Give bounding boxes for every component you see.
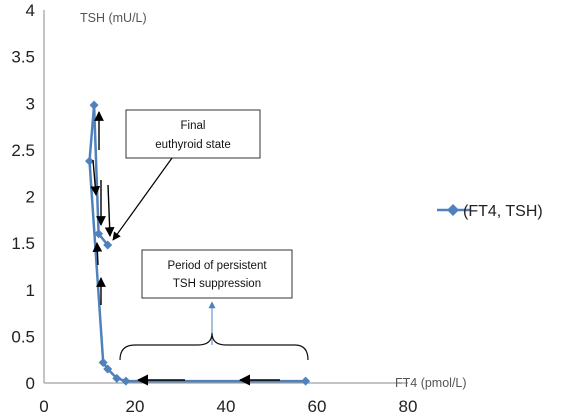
series-layer — [85, 100, 311, 386]
x-tick-label: 20 — [126, 397, 145, 416]
direction-arrow — [90, 159, 101, 196]
legend: (FT4, TSH) — [437, 203, 543, 220]
tick-labels: 00.511.522.533.540 20 40 60 80 — [11, 1, 417, 416]
y-tick-label: 2 — [26, 188, 35, 207]
annotation-tsh-suppression: Period of persistent TSH suppression — [119, 249, 309, 361]
y-axis-title: TSH (mU/L) — [80, 11, 147, 25]
y-tick-label: 1 — [26, 281, 35, 300]
y-tick-label: 3.5 — [11, 48, 35, 67]
y-tick-label: 2.5 — [11, 141, 35, 160]
direction-arrow — [92, 242, 103, 266]
direction-arrow — [104, 184, 115, 237]
legend-marker — [447, 204, 459, 216]
data-point — [89, 100, 99, 110]
annotation-text: Period of persistent — [167, 260, 267, 272]
data-point — [103, 364, 113, 374]
x-tick-label: 40 — [217, 397, 236, 416]
data-point — [94, 229, 104, 239]
y-tick-label: 3 — [26, 94, 35, 113]
data-point — [98, 357, 108, 367]
x-axis-title: FT4 (pmol/L) — [395, 376, 467, 390]
legend-label: (FT4, TSH) — [463, 203, 543, 220]
annotation-text: Final — [181, 120, 206, 132]
data-point — [121, 376, 131, 386]
y-tick-label: 0 — [26, 374, 35, 393]
y-tick-label: 1.5 — [11, 234, 35, 253]
annotation-arrow — [112, 157, 173, 241]
annotation-final-euthyroid: Final euthyroid state — [112, 109, 261, 241]
annotation-text: euthyroid state — [155, 139, 230, 151]
annotation-box — [141, 249, 293, 299]
data-point — [103, 240, 113, 250]
direction-arrows — [90, 111, 280, 386]
x-tick-label: 60 — [308, 397, 327, 416]
annotation-box — [125, 109, 261, 159]
annotation-text: TSH suppression — [173, 278, 261, 290]
x-tick-label: 0 — [39, 397, 48, 416]
y-tick-label: 4 — [26, 1, 35, 20]
y-tick-label: 0.5 — [11, 327, 35, 346]
data-point — [85, 156, 94, 166]
brace — [119, 332, 309, 361]
data-point — [112, 373, 122, 383]
x-tick-label: 80 — [399, 397, 418, 416]
data-point — [301, 376, 311, 386]
